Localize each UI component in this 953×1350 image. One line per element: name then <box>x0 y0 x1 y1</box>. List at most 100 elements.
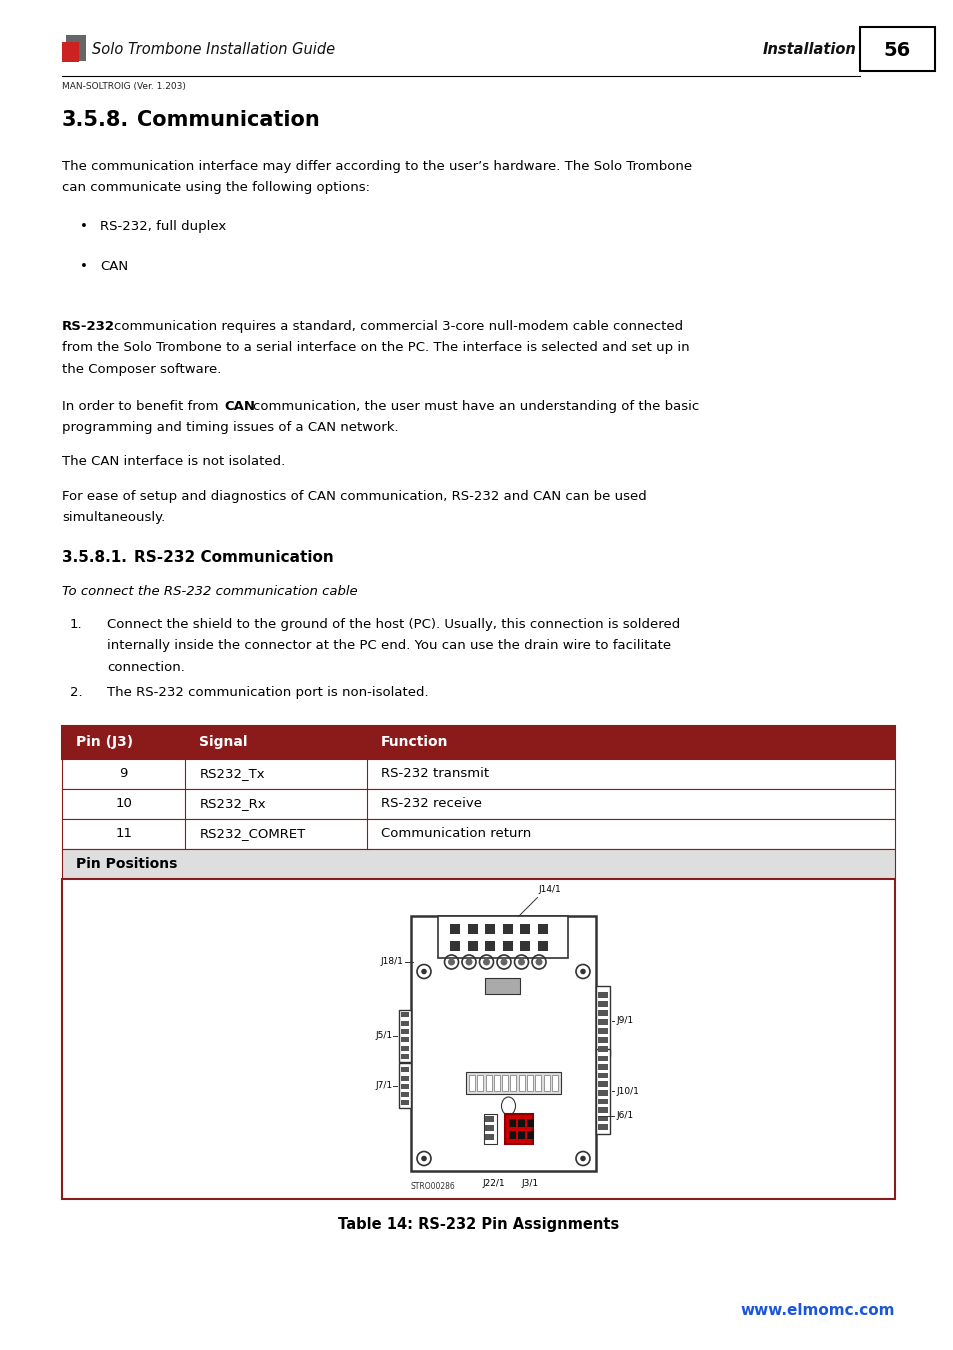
Bar <box>552 1075 558 1091</box>
Bar <box>517 1119 524 1127</box>
Text: •: • <box>80 220 88 234</box>
Bar <box>398 1010 411 1062</box>
Bar <box>438 917 568 958</box>
Bar <box>598 992 607 998</box>
Bar <box>469 1075 475 1091</box>
Text: RS-232 receive: RS-232 receive <box>380 798 481 810</box>
Bar <box>598 1107 607 1112</box>
Bar <box>400 1021 409 1026</box>
Text: 56: 56 <box>882 40 910 59</box>
Circle shape <box>500 958 507 965</box>
Bar <box>62 819 894 849</box>
Bar <box>598 1010 607 1017</box>
Circle shape <box>421 1156 426 1161</box>
Bar <box>400 1092 409 1098</box>
Bar <box>598 1116 607 1122</box>
Bar <box>468 941 477 952</box>
Text: 3.5.8.: 3.5.8. <box>62 109 129 130</box>
Bar <box>520 925 530 934</box>
Bar <box>400 1076 409 1080</box>
Text: from the Solo Trombone to a serial interface on the PC. The interface is selecte: from the Solo Trombone to a serial inter… <box>62 342 689 355</box>
Text: can communicate using the following options:: can communicate using the following opti… <box>62 181 370 194</box>
Text: J3/1: J3/1 <box>521 1180 538 1188</box>
Text: To connect the RS-232 communication cable: To connect the RS-232 communication cabl… <box>62 585 357 598</box>
Bar <box>508 1119 515 1127</box>
Bar <box>598 1000 607 1007</box>
Bar <box>494 1075 499 1091</box>
Text: RS-232 Communication: RS-232 Communication <box>133 549 334 566</box>
Bar <box>598 1089 607 1096</box>
Text: CAN: CAN <box>100 261 128 273</box>
Text: •: • <box>80 261 88 273</box>
Bar <box>598 1125 607 1130</box>
Bar <box>535 1075 541 1091</box>
Bar <box>400 1037 409 1042</box>
Text: 2.: 2. <box>70 687 83 699</box>
Bar <box>450 925 460 934</box>
Bar <box>526 1119 533 1127</box>
Bar <box>400 1068 409 1072</box>
Text: For ease of setup and diagnostics of CAN communication, RS-232 and CAN can be us: For ease of setup and diagnostics of CAN… <box>62 490 646 504</box>
Circle shape <box>421 969 426 975</box>
Text: RS232_Tx: RS232_Tx <box>199 768 265 780</box>
Bar <box>400 1046 409 1050</box>
Text: connection.: connection. <box>107 662 185 674</box>
Bar <box>398 1064 411 1108</box>
Text: RS232_COMRET: RS232_COMRET <box>199 828 305 841</box>
Circle shape <box>517 958 524 965</box>
Text: Table 14: RS-232 Pin Assignments: Table 14: RS-232 Pin Assignments <box>337 1216 618 1233</box>
Bar <box>62 726 894 759</box>
Bar <box>527 1075 533 1091</box>
Bar <box>598 1099 607 1104</box>
Bar <box>485 1075 491 1091</box>
Text: J9/1: J9/1 <box>616 1017 633 1026</box>
Bar <box>450 941 460 952</box>
Bar <box>859 27 934 72</box>
Bar <box>598 1056 607 1061</box>
Text: J14/1: J14/1 <box>537 886 560 895</box>
Bar <box>518 1075 524 1091</box>
Bar <box>411 917 596 1172</box>
Text: simultaneously.: simultaneously. <box>62 512 165 525</box>
Text: RS-232 transmit: RS-232 transmit <box>380 768 489 780</box>
Bar <box>598 1046 607 1052</box>
Bar <box>483 1114 496 1143</box>
Text: Function: Function <box>380 736 448 749</box>
Bar <box>537 925 547 934</box>
Text: MAN-SOLTROIG (Ver. 1.203): MAN-SOLTROIG (Ver. 1.203) <box>62 82 186 90</box>
Bar <box>62 879 894 1199</box>
Text: J5/1: J5/1 <box>375 1031 393 1041</box>
Text: J18/1: J18/1 <box>379 957 402 967</box>
Bar <box>520 941 530 952</box>
Circle shape <box>579 1156 585 1161</box>
Bar <box>501 1075 508 1091</box>
Bar <box>476 1075 483 1091</box>
Bar <box>62 849 894 879</box>
Bar <box>62 42 79 62</box>
Bar <box>400 1084 409 1089</box>
Circle shape <box>535 958 542 965</box>
Bar <box>62 788 894 819</box>
Bar <box>598 1027 607 1034</box>
Text: RS-232, full duplex: RS-232, full duplex <box>100 220 226 234</box>
Text: Pin Positions: Pin Positions <box>76 857 177 871</box>
Text: Communication: Communication <box>137 109 319 130</box>
Text: the Composer software.: the Composer software. <box>62 363 221 377</box>
Text: Installation: Installation <box>761 42 855 58</box>
Bar <box>400 1012 409 1018</box>
Bar <box>400 1029 409 1034</box>
Circle shape <box>448 958 455 965</box>
Text: communication, the user must have an understanding of the basic: communication, the user must have an und… <box>253 400 699 413</box>
Circle shape <box>482 958 490 965</box>
Bar <box>485 925 495 934</box>
Bar <box>596 986 609 1056</box>
Bar <box>504 1114 532 1143</box>
Text: The RS-232 communication port is non-isolated.: The RS-232 communication port is non-iso… <box>107 687 428 699</box>
Text: J7/1: J7/1 <box>375 1081 393 1091</box>
Bar <box>465 1072 560 1094</box>
Bar <box>517 1131 524 1139</box>
Bar <box>400 1054 409 1058</box>
Bar <box>66 35 86 61</box>
Bar <box>485 1125 494 1131</box>
Text: 10: 10 <box>115 798 132 810</box>
